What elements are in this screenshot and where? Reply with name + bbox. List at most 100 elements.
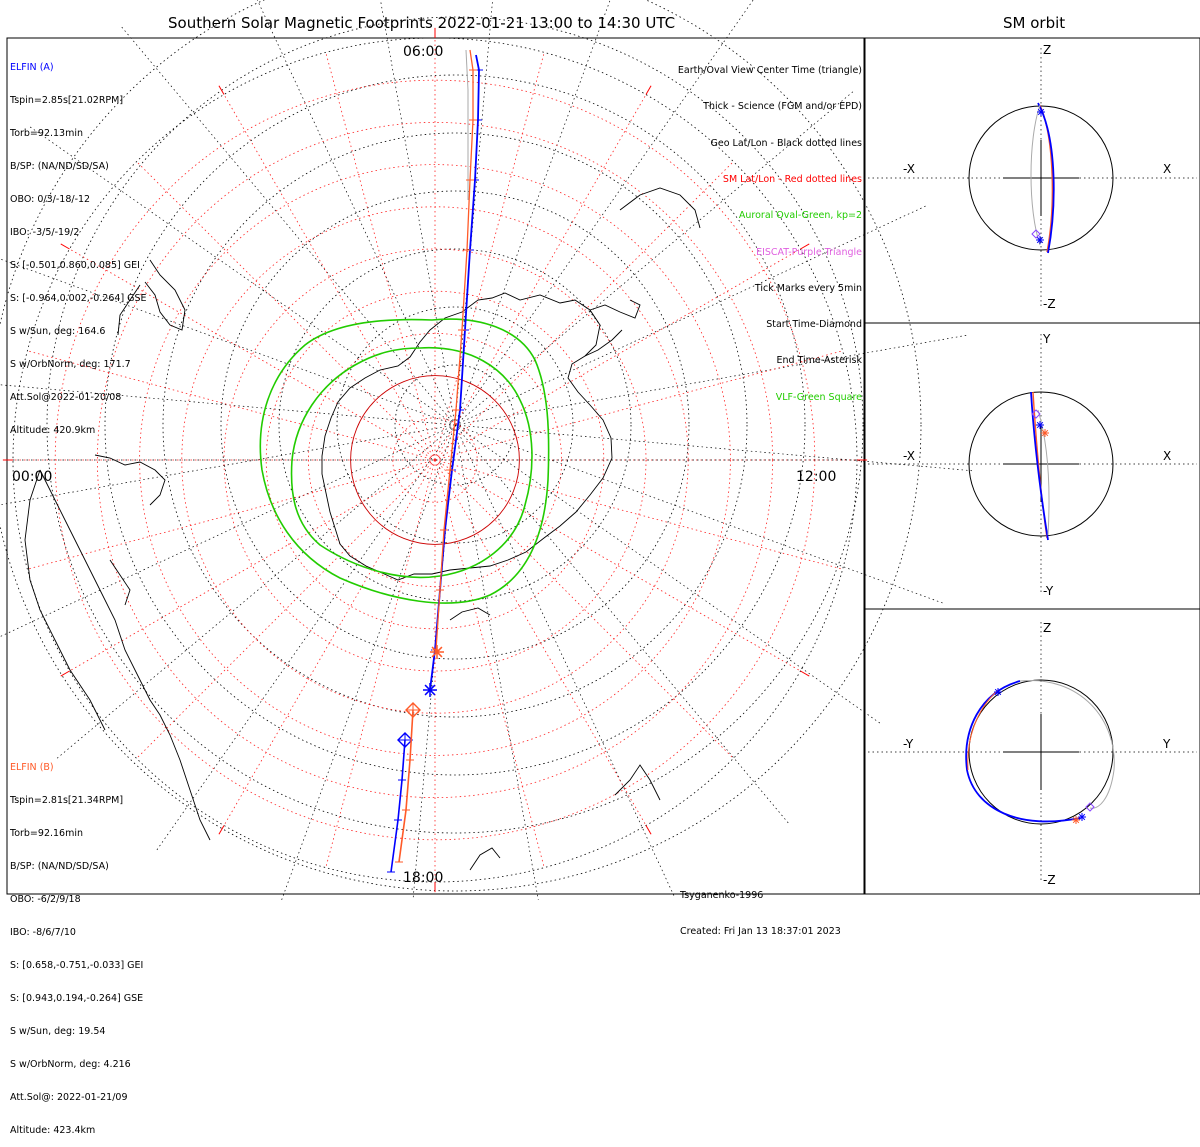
orbit-marker-stroke [1041, 429, 1049, 437]
edge-tick [218, 85, 225, 95]
elfin-b-line: Att.Sol@: 2022-01-21/09 [10, 1092, 128, 1103]
edge-tick [800, 243, 810, 250]
sm-lon-line [223, 94, 436, 461]
geo-lat-circle [0, 0, 922, 892]
sm-lon-line [434, 459, 545, 868]
geo-lat-circle [278, 248, 632, 602]
elfin-b-tail [398, 709, 414, 863]
orbit-marker [1036, 236, 1044, 244]
sm-lon-line [136, 459, 436, 759]
auroral-oval-inner [290, 346, 533, 579]
earth-circle [968, 679, 1114, 825]
geo-lon-line [454, 90, 854, 426]
geo-lon-line [454, 0, 611, 426]
elfin-a-info: ELFIN (A) Tspin=2.85s[21.02RPM] Torb=92.… [10, 40, 147, 447]
orbit-gray-xz [1030, 104, 1041, 246]
coastline [144, 259, 186, 331]
sm-lon-line [69, 248, 436, 461]
coastline-layer [24, 187, 701, 871]
elfin-b-line: S w/OrbNorm, deg: 4.216 [10, 1059, 131, 1070]
orbit-3-label-left: -Y [903, 737, 914, 751]
orbit-1-label-right: X [1163, 162, 1172, 176]
edge-tick [645, 825, 652, 835]
geo-lon-line [454, 424, 675, 897]
orbit-3-label-bottom: -Z [1043, 873, 1056, 887]
orbit-marker-stroke [1036, 421, 1044, 429]
grid-layer [0, 0, 974, 900]
sm-lon-line [136, 161, 436, 461]
geo-lat-circle [46, 16, 864, 834]
edge-tick [218, 825, 225, 835]
orbit-start-diamond [1085, 802, 1095, 812]
orbit-panel-1-frame [864, 37, 1200, 324]
geo-lon-line [380, 0, 456, 426]
mlt-label-right: 12:00 [796, 469, 837, 485]
orbit-marker [1072, 816, 1080, 824]
auroral-oval-outer [259, 318, 550, 604]
geo-lat-circle [104, 74, 806, 776]
side-title: SM orbit [1003, 14, 1066, 32]
elfin-b-line: Torb=92.16min [10, 828, 84, 839]
orbit-2-label-left: -X [903, 449, 915, 463]
elfin-b-line: B/SP: (NA/ND/SD/SA) [10, 861, 109, 872]
legend-entry: VLF-Green Square [775, 391, 862, 403]
coastline [589, 299, 641, 319]
elfin-a-name: ELFIN (A) [10, 62, 54, 73]
coastline [109, 559, 131, 606]
elfin-b-line: Altitude: 423.4km [10, 1125, 96, 1136]
sm-lon-line [434, 459, 801, 672]
coastline [619, 187, 701, 229]
elfin-b-thin-track [465, 49, 469, 200]
sm-lon-line [27, 459, 436, 570]
geo-lon-line [256, 0, 456, 426]
mlt-label-left: 00:00 [12, 469, 53, 485]
edge-tick [800, 670, 810, 677]
orbit-marker-stroke [1078, 813, 1086, 821]
orbit-marker-stroke [1072, 816, 1080, 824]
coastline [614, 764, 661, 801]
orbit-panel-3-frame [864, 608, 1200, 895]
elfin-a-line: OBO: 0/3/-18/-12 [10, 194, 91, 205]
geo-lon-line [454, 205, 927, 426]
coastline [469, 847, 501, 871]
sm-lon-line [69, 459, 436, 672]
elfin-a-line: Tspin=2.85s[21.02RPM] [10, 95, 124, 106]
orbit-a-yz [965, 680, 1081, 823]
orbit-3-label-right: Y [1163, 737, 1171, 751]
geo-lat-circle [394, 364, 516, 486]
geo-lon-line [281, 424, 456, 900]
orbit-marker [1041, 429, 1049, 437]
credits-author: Tsyganenko-1996 [680, 890, 764, 901]
legend-entry: EISCAT-Purple Triangle [756, 246, 862, 258]
orbit-2-label-right: X [1163, 449, 1172, 463]
sm-lon-line [434, 459, 647, 826]
coastline [94, 454, 166, 506]
geo-lon-line [0, 384, 456, 426]
geo-lon-line [454, 424, 790, 824]
sm-lon-line [434, 52, 545, 461]
sm-lon-line [434, 350, 843, 461]
legend-entry: Geo Lat/Lon - Black dotted lines [710, 137, 862, 149]
geo-lon-line [156, 424, 456, 851]
elfin-a-line: S w/OrbNorm, deg: 171.7 [10, 359, 131, 370]
coastline [24, 469, 106, 731]
elfin-b-line: S: [0.943,0.194,-0.264] GSE [10, 993, 144, 1004]
geo-lat-circle [336, 306, 574, 544]
elfin-a-start-marker [397, 732, 413, 748]
orbit-layer [868, 48, 1197, 882]
geo-lon-line [0, 424, 456, 638]
geo-lon-line [454, 0, 493, 426]
elfin-b-line: IBO: -8/6/7/10 [10, 927, 76, 938]
elfin-b-line: S: [0.658,-0.751,-0.033] GEI [10, 960, 144, 971]
elfin-a-line: S w/Sun, deg: 164.6 [10, 326, 106, 337]
geo-lon-line [56, 424, 456, 760]
elfin-a-tail [390, 739, 406, 873]
orbit-marker [994, 688, 1002, 696]
coastline [39, 469, 211, 841]
geo-lon-line [0, 424, 456, 506]
mlt-label-top: 06:00 [403, 44, 444, 60]
auroral-oval-layer [259, 318, 550, 604]
track-layer [387, 49, 483, 873]
legend-entry: Thick - Science (FGM and/or EPD) [703, 101, 862, 113]
sm-lon-line [434, 459, 734, 759]
